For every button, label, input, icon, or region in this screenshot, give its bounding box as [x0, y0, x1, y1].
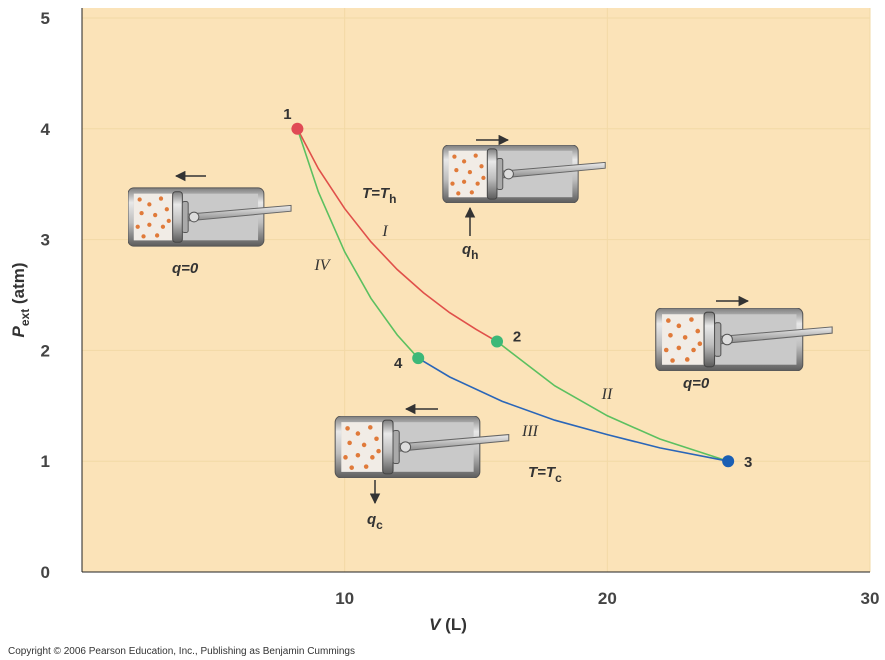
annotation-text: q=0	[683, 375, 710, 392]
state-label: 4	[394, 355, 403, 372]
x-tick-label: 10	[335, 589, 354, 608]
annotation-text: q=0	[172, 260, 199, 277]
state-point	[412, 352, 424, 364]
y-axis-label-unit: (atm)	[9, 263, 28, 309]
annotation-sub: c	[376, 518, 383, 532]
state-point	[722, 455, 734, 467]
plot-area	[82, 8, 870, 572]
annotation: q=0	[172, 260, 199, 277]
annotation-sub: c	[555, 471, 562, 485]
annotation: q=0	[683, 375, 710, 392]
curve-label: I	[381, 223, 388, 240]
plot-background	[82, 8, 870, 572]
y-axis-label-var: P	[9, 325, 28, 337]
y-tick-label: 0	[41, 563, 50, 582]
y-axis-label-sub: ext	[18, 309, 32, 326]
annotation-text: T=T	[528, 464, 557, 481]
state-label: 3	[744, 454, 752, 471]
annotation-sub: h	[389, 192, 396, 206]
state-label: 2	[513, 329, 521, 346]
annotation-text: q	[462, 241, 471, 258]
x-axis-label-unit: (L)	[440, 615, 466, 634]
copyright: Copyright © 2006 Pearson Education, Inc.…	[8, 646, 355, 657]
curve-label: IV	[313, 257, 331, 274]
curve-label: II	[601, 386, 613, 403]
chart: 012345102030V (L)Pext (atm)IIIIIIIV1234T…	[0, 0, 885, 660]
annotation-text: q	[367, 511, 376, 528]
y-tick-label: 3	[41, 231, 50, 250]
annotation-sub: h	[471, 248, 478, 262]
state-label: 1	[283, 106, 291, 123]
y-tick-label: 1	[41, 452, 50, 471]
x-axis-label: V (L)	[429, 615, 467, 634]
x-tick-label: 30	[861, 589, 880, 608]
curve-label: III	[521, 423, 539, 440]
y-tick-label: 2	[41, 341, 50, 360]
y-tick-label: 4	[41, 120, 51, 139]
y-axis-label: Pext (atm)	[9, 263, 32, 338]
state-point	[291, 123, 303, 135]
state-point	[491, 336, 503, 348]
y-tick-label: 5	[41, 9, 50, 28]
annotation-text: T=T	[362, 185, 391, 202]
x-tick-label: 20	[598, 589, 617, 608]
